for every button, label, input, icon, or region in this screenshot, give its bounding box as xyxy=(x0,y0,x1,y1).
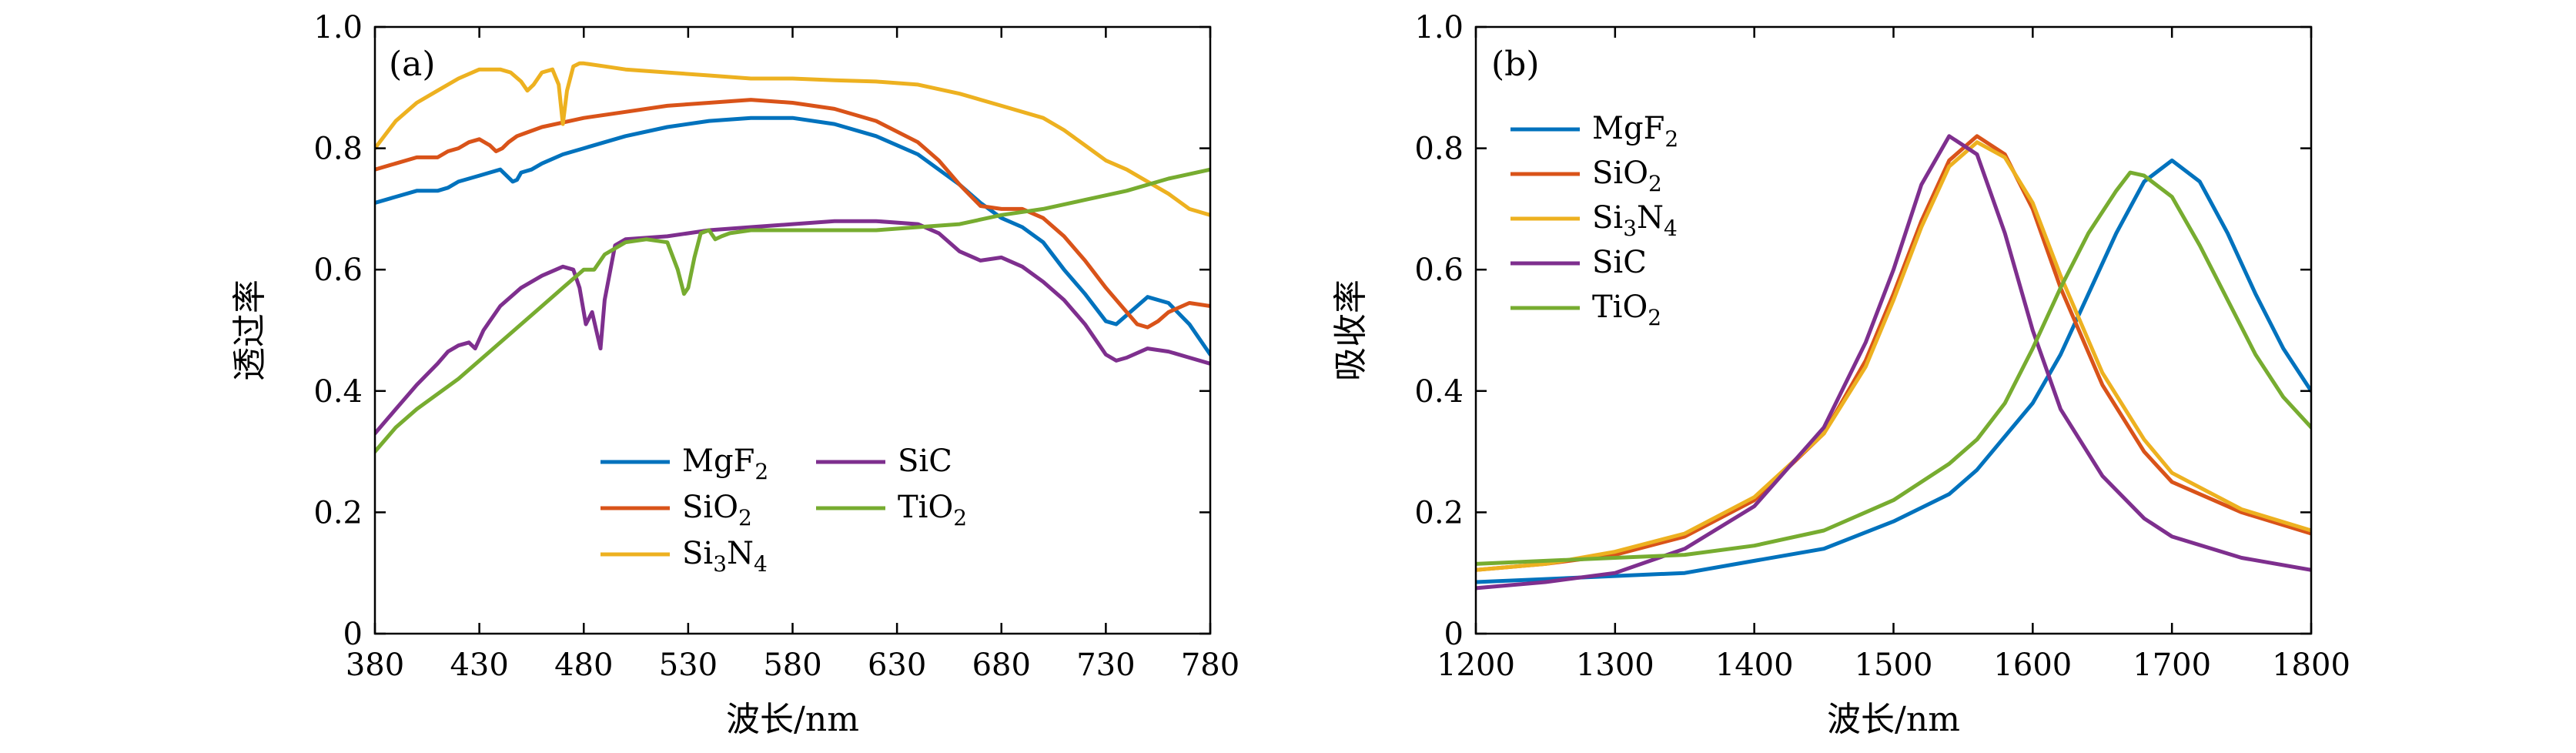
panel-b-x-tick-label: 1700 xyxy=(2133,648,2211,683)
panel-b-legend-label: SiO2 xyxy=(1592,156,1662,196)
panel-a-mgf2-legend-base: MgF xyxy=(682,443,754,479)
panel-a-sio2-legend-base: SiO xyxy=(682,490,738,525)
panel-b-y-tick-label: 0 xyxy=(1444,617,1464,652)
panel-b-y-tick-label: 0.6 xyxy=(1414,253,1464,288)
panel-b-y-tick-label: 0.4 xyxy=(1414,374,1464,410)
panel-b-tio2-legend-subscript: 2 xyxy=(1648,305,1661,330)
panel-a-x-tick-label: 630 xyxy=(868,648,926,683)
panel-b-series-line-sio2 xyxy=(1476,134,2311,572)
panel-a-series-group xyxy=(375,61,1210,454)
panel-b-sio2-legend-base: SiO xyxy=(1592,156,1648,191)
panel-b-si3n4-legend-subscript: 3 xyxy=(1623,216,1637,241)
panel-b-mgf2-legend-subscript: 2 xyxy=(1664,126,1678,152)
panel-a-legend-label: TiO2 xyxy=(898,490,967,530)
panel-a-legend-item-mgf2: MgF2 xyxy=(601,443,768,484)
panel-a-mgf2-legend-subscript: 2 xyxy=(754,459,768,484)
panel-a-legend-item-si3n4: Si3N4 xyxy=(601,536,768,577)
panel-b-legend-item-tio2: TiO2 xyxy=(1510,289,1661,330)
panel-a-y-tick-label: 0 xyxy=(343,617,363,652)
panel-a-si3n4-legend-subscript-2: 4 xyxy=(754,551,768,577)
panel-a-series-line-mgf2 xyxy=(375,115,1210,356)
panel-b-series-line-tio2 xyxy=(1476,170,2311,566)
panel-a-legend-label: Si3N4 xyxy=(682,536,768,577)
panel-a-x-tick-label: 430 xyxy=(450,648,508,683)
panel-b-series-line-si3n4 xyxy=(1476,140,2311,572)
panel-a-x-tick-label: 780 xyxy=(1181,648,1239,683)
panel-a-series-line-sic xyxy=(375,219,1210,436)
panel-b-y-tick-label: 0.8 xyxy=(1414,132,1464,167)
panel-a-x-tick-label: 380 xyxy=(346,648,404,683)
panel-a: 380 430 480 530 580 630 680 730 780 0 0.2 0.4 0.6 0.8… xyxy=(230,10,1239,739)
panel-a-y-tick-label: 0.2 xyxy=(313,495,363,530)
panel-a-y-axis-label: 透过率 xyxy=(230,279,269,381)
panel-a-sic-legend-base: SiC xyxy=(898,443,952,479)
panel-a-legend-label: MgF2 xyxy=(682,443,768,484)
panel-a-panel-label: (a) xyxy=(389,45,436,84)
panel-b-x-tick-label: 1500 xyxy=(1855,648,1933,683)
panel-a-x-tick-label: 730 xyxy=(1076,648,1135,683)
panel-a-si3n4-legend-subscript: 3 xyxy=(713,551,727,577)
panel-b: 1200 1300 1400 1500 1600 1700 1800 0 0.2 0.4 0.6 0.… xyxy=(1331,10,2350,739)
panel-b-y-tick-label: 0.2 xyxy=(1414,495,1464,530)
panel-b-x-tick-label: 1800 xyxy=(2272,648,2350,683)
panel-b-x-tick-label: 1300 xyxy=(1576,648,1654,683)
panel-b-x-tick-label: 1600 xyxy=(1993,648,2072,683)
panel-a-legend-label: SiO2 xyxy=(682,490,752,530)
panel-b-series-line-mgf2 xyxy=(1476,158,2311,584)
panel-b-legend-label: MgF2 xyxy=(1592,111,1678,152)
panel-b-y-axis-label: 吸收率 xyxy=(1331,279,1370,381)
panel-b-panel-label: (b) xyxy=(1491,45,1540,84)
panel-a-si3n4-legend-base: Si xyxy=(682,536,713,571)
panel-a-y-tick-label: 0.4 xyxy=(313,374,363,410)
panel-a-x-tick-label: 530 xyxy=(659,648,718,683)
panel-b-sic-legend-base: SiC xyxy=(1592,245,1647,280)
panel-b-sio2-legend-subscript: 2 xyxy=(1648,171,1662,196)
panel-b-legend-item-mgf2: MgF2 xyxy=(1510,111,1678,152)
panel-a-x-tick-label: 580 xyxy=(763,648,821,683)
panel-b-legend-item-sio2: SiO2 xyxy=(1510,156,1662,196)
panel-b-si3n4-legend-mid: N xyxy=(1637,200,1664,236)
panel-b-series-line-sic xyxy=(1476,134,2311,591)
panel-a-legend-item-sic: SiC xyxy=(816,443,952,479)
panel-b-legend-label: TiO2 xyxy=(1592,289,1661,330)
panel-a-x-axis-label: 波长/nm xyxy=(726,700,859,739)
panel-a-y-tick-label: 0.6 xyxy=(313,253,363,288)
panel-b-legend-label: SiC xyxy=(1592,245,1647,280)
panel-b-tio2-legend-base: TiO xyxy=(1592,289,1648,325)
panel-a-legend-item-sio2: SiO2 xyxy=(601,490,752,530)
panel-b-mgf2-legend-base: MgF xyxy=(1592,111,1664,146)
panel-b-legend-item-sic: SiC xyxy=(1510,245,1647,280)
panel-a-tio2-legend-base: TiO xyxy=(898,490,953,525)
panel-a-series-line-tio2 xyxy=(375,167,1210,454)
panel-a-series-line-si3n4 xyxy=(375,61,1210,217)
panel-b-legend-item-si3n4: Si3N4 xyxy=(1510,200,1678,241)
panel-b-x-tick-label: 1200 xyxy=(1437,648,1515,683)
panel-b-legend-label: Si3N4 xyxy=(1592,200,1678,241)
panel-a-si3n4-legend-mid: N xyxy=(727,536,754,571)
panel-b-y-tick-label: 1.0 xyxy=(1414,10,1464,45)
panel-a-legend-item-tio2: TiO2 xyxy=(816,490,967,530)
panel-a-x-tick-label: 480 xyxy=(554,648,613,683)
panel-a-tio2-legend-subscript: 2 xyxy=(953,505,967,530)
panel-a-x-tick-label: 680 xyxy=(972,648,1031,683)
panel-a-sio2-legend-subscript: 2 xyxy=(738,505,752,530)
panel-a-y-tick-label: 1.0 xyxy=(313,10,363,45)
panel-b-series-group xyxy=(1476,134,2311,591)
panel-b-si3n4-legend-base: Si xyxy=(1592,200,1623,236)
panel-a-series-line-sio2 xyxy=(375,98,1210,330)
panel-b-si3n4-legend-subscript-2: 4 xyxy=(1664,216,1678,241)
panel-b-x-tick-label: 1400 xyxy=(1715,648,1794,683)
panel-a-legend-label: SiC xyxy=(898,443,952,479)
panel-a-y-tick-label: 0.8 xyxy=(313,132,363,167)
panel-b-x-axis-label: 波长/nm xyxy=(1827,700,1960,739)
